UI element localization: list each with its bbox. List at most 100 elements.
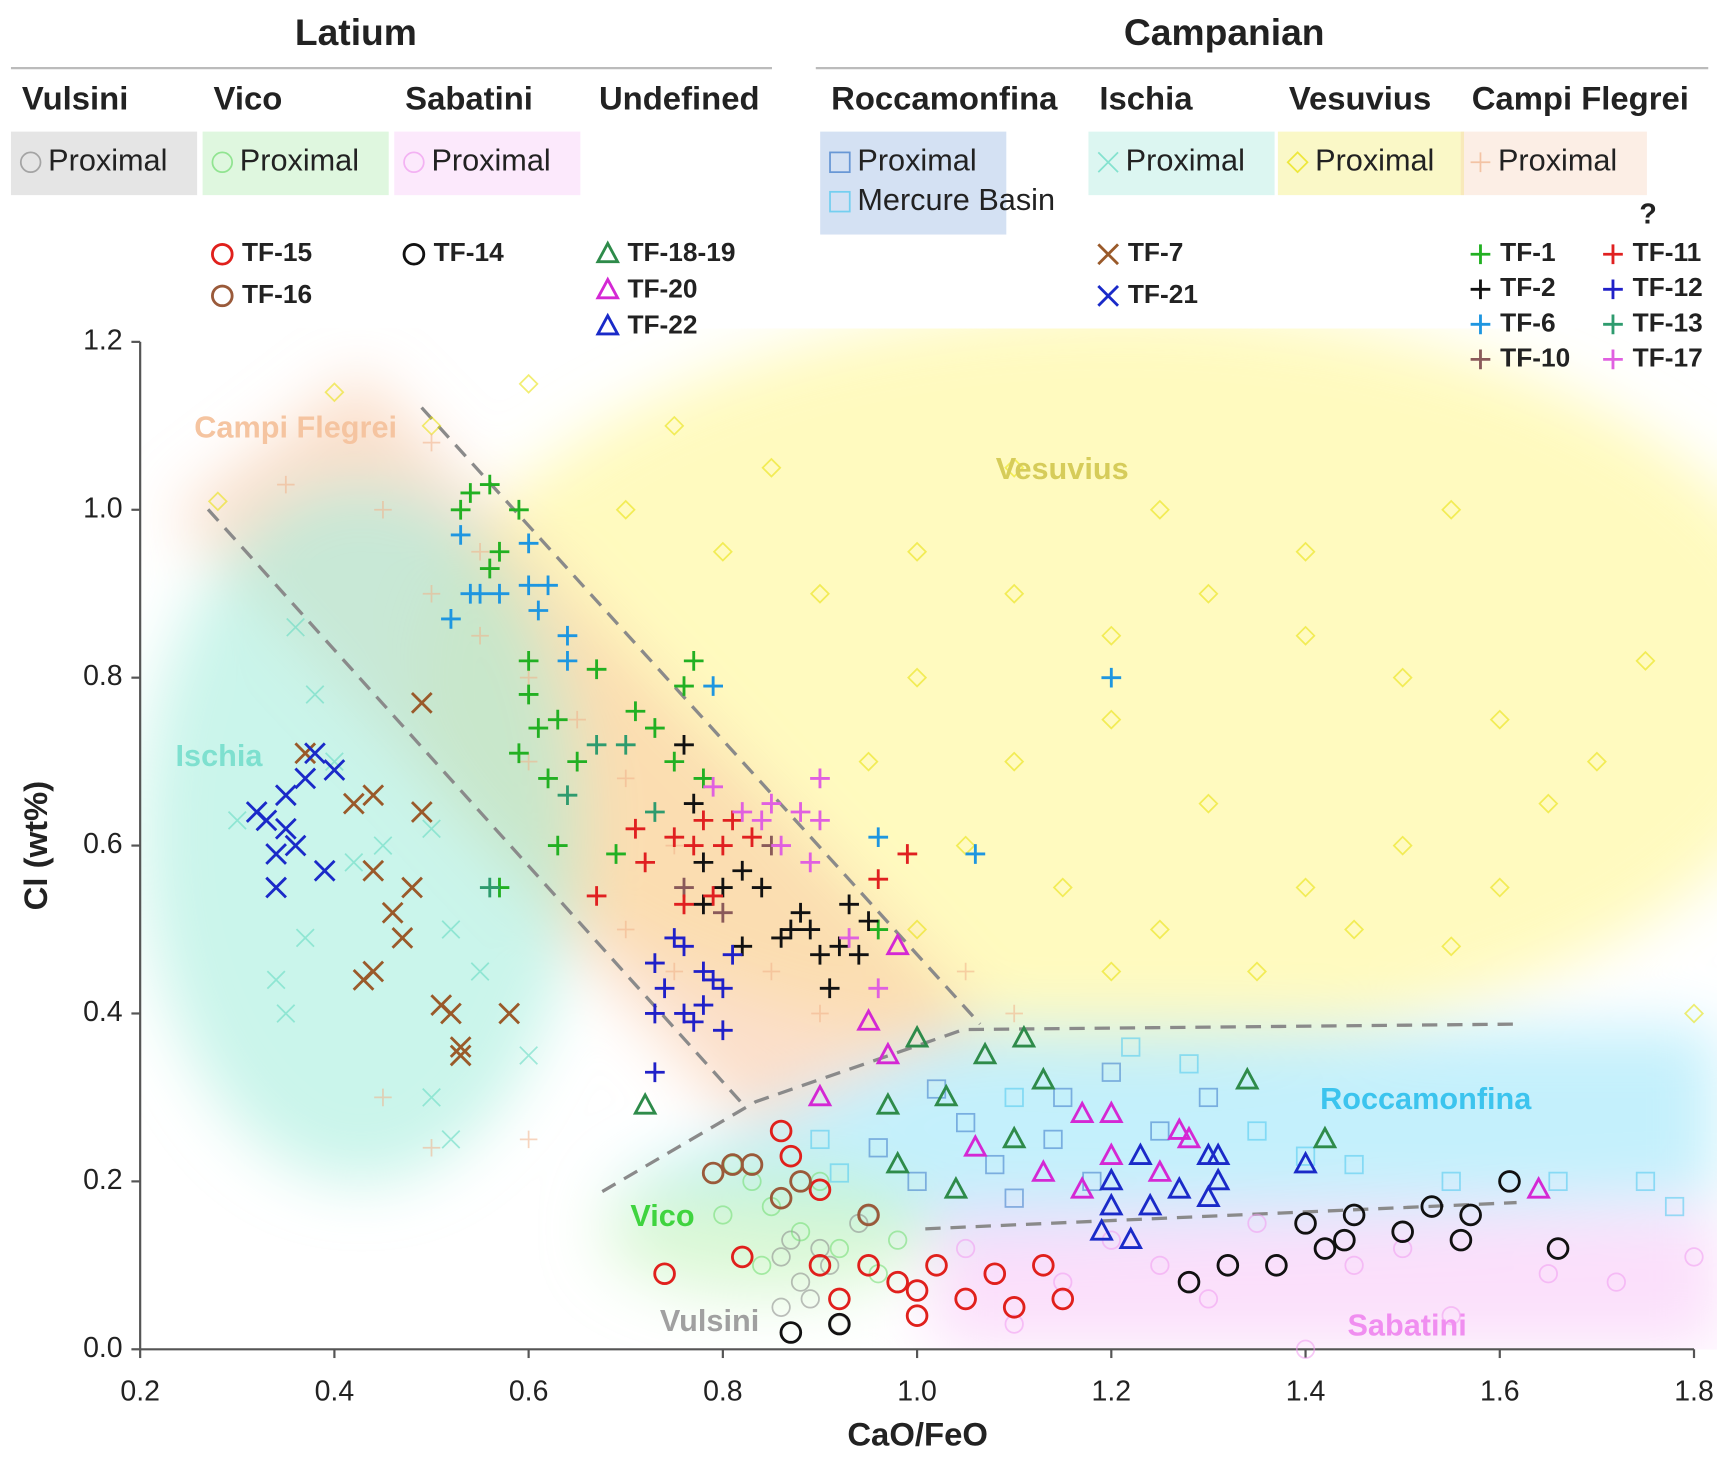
column-title: Undefined bbox=[599, 80, 760, 117]
point bbox=[518, 373, 539, 394]
legend-label: TF-13 bbox=[1633, 307, 1703, 337]
legend-marker bbox=[1470, 244, 1491, 265]
point bbox=[972, 1041, 998, 1065]
point bbox=[1247, 1213, 1267, 1233]
legend-label: TF-1 bbox=[1500, 237, 1555, 267]
point bbox=[1635, 650, 1656, 671]
point bbox=[868, 1138, 888, 1158]
point bbox=[645, 718, 665, 738]
point bbox=[325, 752, 344, 772]
point bbox=[632, 1091, 658, 1115]
point bbox=[450, 525, 471, 545]
point bbox=[489, 583, 510, 604]
point bbox=[207, 491, 228, 512]
legend-marker bbox=[1470, 314, 1491, 335]
point bbox=[284, 834, 307, 857]
point bbox=[674, 936, 694, 957]
point bbox=[422, 1139, 441, 1157]
vico-region bbox=[602, 1166, 931, 1298]
point bbox=[800, 919, 821, 940]
column-title: Vico bbox=[214, 80, 283, 117]
column-title: Sabatini bbox=[405, 80, 533, 117]
legend-label: Proximal bbox=[1498, 143, 1617, 177]
y-tick-label: 0.6 bbox=[83, 828, 123, 860]
point bbox=[664, 751, 685, 772]
point bbox=[568, 710, 586, 729]
point bbox=[471, 626, 489, 645]
legend-label: Proximal bbox=[1315, 143, 1434, 177]
x-tick-label: 0.6 bbox=[509, 1376, 549, 1408]
point bbox=[829, 1163, 850, 1183]
point bbox=[1052, 877, 1073, 898]
point bbox=[449, 1044, 472, 1067]
legend-label: Mercure Basin bbox=[857, 183, 1055, 217]
point bbox=[1441, 499, 1462, 520]
point bbox=[653, 1262, 676, 1286]
point bbox=[519, 1130, 538, 1149]
point bbox=[1198, 1289, 1219, 1309]
legend-label: Proximal bbox=[1126, 143, 1245, 177]
point bbox=[1392, 667, 1413, 688]
legend-marker bbox=[1097, 285, 1120, 307]
point bbox=[1121, 1037, 1141, 1057]
y-tick-label: 1.0 bbox=[83, 492, 123, 524]
point bbox=[1099, 1192, 1124, 1216]
point bbox=[616, 769, 635, 788]
point bbox=[374, 501, 392, 519]
point bbox=[712, 1020, 733, 1041]
point bbox=[664, 415, 685, 436]
point bbox=[856, 1008, 881, 1031]
series bbox=[779, 1170, 1570, 1344]
legend-label: Proximal bbox=[240, 143, 359, 177]
point bbox=[422, 1088, 441, 1107]
legend-marker bbox=[211, 284, 234, 308]
point bbox=[904, 1024, 930, 1048]
point bbox=[1198, 583, 1219, 604]
point bbox=[440, 1002, 462, 1025]
region-label: Ischia bbox=[176, 739, 264, 773]
point bbox=[1295, 1339, 1316, 1359]
point bbox=[519, 752, 538, 771]
point bbox=[683, 835, 704, 856]
series bbox=[450, 474, 889, 940]
point bbox=[1179, 1054, 1199, 1074]
point bbox=[693, 995, 714, 1015]
point bbox=[828, 1312, 851, 1336]
y-tick-label: 1.2 bbox=[83, 324, 123, 356]
point bbox=[857, 1254, 880, 1277]
point bbox=[1149, 499, 1170, 520]
point bbox=[925, 1254, 948, 1277]
point bbox=[683, 793, 704, 814]
legend-marker bbox=[1603, 349, 1623, 370]
y-axis-label: Cl (wt%) bbox=[17, 781, 54, 911]
point bbox=[538, 768, 558, 789]
series bbox=[586, 810, 918, 915]
point bbox=[674, 734, 694, 755]
x-tick-label: 1.8 bbox=[1674, 1376, 1714, 1408]
point bbox=[875, 1041, 901, 1065]
x-tick-label: 1.0 bbox=[897, 1376, 937, 1408]
point bbox=[807, 1083, 833, 1107]
point bbox=[810, 1238, 830, 1259]
x-axis-label: CaO/FeO bbox=[847, 1416, 988, 1453]
series bbox=[294, 691, 521, 1067]
point bbox=[645, 802, 665, 822]
point bbox=[769, 1119, 793, 1143]
point bbox=[274, 784, 297, 807]
point bbox=[1247, 1121, 1267, 1141]
point bbox=[810, 768, 830, 789]
legend-label: TF-11 bbox=[1633, 237, 1702, 267]
point bbox=[645, 953, 665, 973]
point bbox=[664, 928, 685, 948]
y-tick-label: 0.4 bbox=[83, 996, 123, 1028]
point bbox=[674, 877, 694, 898]
y-tick-label: 0.2 bbox=[83, 1164, 123, 1196]
legend-marker bbox=[1470, 152, 1491, 173]
series bbox=[632, 1024, 1338, 1199]
point bbox=[956, 1238, 976, 1259]
point bbox=[625, 818, 646, 839]
point bbox=[586, 734, 607, 755]
point bbox=[401, 876, 423, 899]
point bbox=[1420, 1195, 1444, 1218]
legend-marker bbox=[595, 240, 620, 264]
